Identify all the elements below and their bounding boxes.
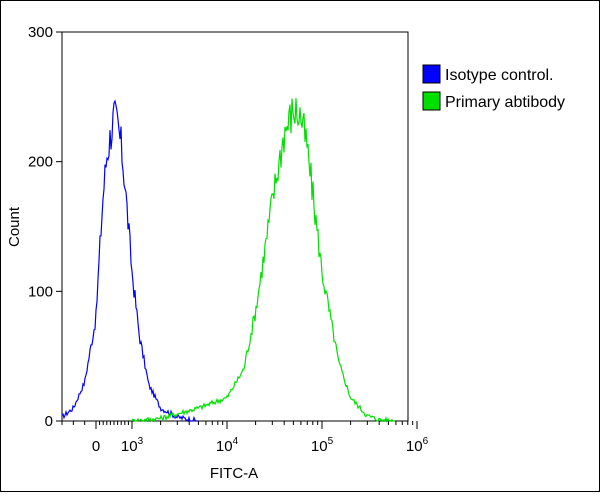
y-tick-label: 0: [45, 413, 53, 430]
x-tick-label: 0: [92, 438, 100, 455]
x-axis: 0 103 104 105 106: [61, 421, 429, 455]
legend: Isotype control. Primary abtibody: [422, 64, 565, 111]
y-tick-label: 100: [28, 283, 53, 300]
x-tick-exponent: 5: [328, 436, 334, 447]
series-line: [61, 99, 198, 423]
x-axis-label: FITC-A: [210, 465, 258, 482]
y-axis: 0 100 200 300: [28, 24, 62, 430]
y-tick-label: 200: [28, 154, 53, 171]
series-0: [61, 99, 198, 423]
x-tick-label: 106: [406, 436, 429, 455]
series-line: [131, 98, 396, 423]
x-tick-exponent: 4: [233, 436, 239, 447]
x-tick-label: 105: [311, 436, 334, 455]
y-tick-label: 300: [28, 24, 53, 41]
x-tick-label: 104: [216, 436, 239, 455]
legend-swatch: [422, 64, 441, 84]
plot-area: [61, 31, 409, 422]
legend-label: Isotype control.: [445, 67, 554, 84]
x-tick-label: 103: [121, 436, 144, 455]
y-axis-label: Count: [6, 206, 23, 247]
legend-swatch: [422, 91, 441, 111]
series-layer: [61, 98, 396, 423]
x-tick-exponent: 3: [138, 436, 144, 447]
legend-label: Primary abtibody: [445, 94, 565, 111]
x-tick-exponent: 6: [423, 436, 429, 447]
series-1: [131, 98, 396, 423]
